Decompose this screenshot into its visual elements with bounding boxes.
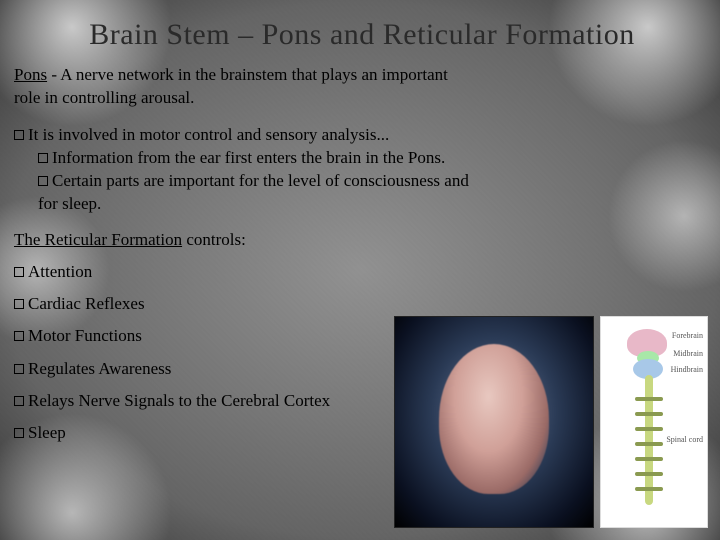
bullet-icon [14,331,24,341]
bullet-icon [14,428,24,438]
spinal-segment [635,397,663,401]
bullet-icon [14,364,24,374]
list-text: Attention [28,262,92,281]
bullet-icon [14,130,24,140]
slide-title: Brain Stem – Pons and Reticular Formatio… [14,18,710,52]
pons-definition: Pons - A nerve network in the brainstem … [14,64,474,110]
hindbrain-label: Hindbrain [671,365,703,374]
pons-def-text: - A nerve network in the brainstem that … [14,65,448,107]
bullet-icon [14,267,24,277]
spinal-segment [635,472,663,476]
list-text: Cardiac Reflexes [28,294,145,313]
sub2a-text: Information from the ear first enters th… [52,148,445,167]
pons-term: Pons [14,65,47,84]
rf-rest: controls: [182,230,246,249]
list-text: Motor Functions [28,326,142,345]
sub-point-2b: Certain parts are important for the leve… [14,170,474,216]
bullet-icon [38,153,48,163]
bullet-icon [14,396,24,406]
rf-term: The Reticular Formation [14,230,182,249]
embryo-image [394,316,594,528]
list-text: Sleep [28,423,66,442]
spinal-cord-shape [645,375,653,505]
spinal-segment [635,427,663,431]
bullet-icon [38,176,48,186]
brain-diagram: Forebrain Midbrain Hindbrain Spinal cord [600,316,708,528]
spinal-segment [635,412,663,416]
list-item: Attention [14,256,710,288]
image-row: Forebrain Midbrain Hindbrain Spinal cord [394,316,708,528]
sub1-text: It is involved in motor control and sens… [28,125,389,144]
forebrain-label: Forebrain [672,331,703,340]
midbrain-label: Midbrain [673,349,703,358]
spinal-segment [635,457,663,461]
spinal-segment [635,442,663,446]
list-text: Regulates Awareness [28,359,171,378]
bullet-icon [14,299,24,309]
list-text: Relays Nerve Signals to the Cerebral Cor… [28,391,330,410]
slide: Brain Stem – Pons and Reticular Formatio… [0,0,720,540]
sub-point-2a: Information from the ear first enters th… [14,147,474,170]
sub-point-1: It is involved in motor control and sens… [14,124,484,147]
spinal-segment [635,487,663,491]
rf-heading: The Reticular Formation controls: [14,230,710,250]
spinal-label: Spinal cord [666,435,703,444]
sub2b-text: Certain parts are important for the leve… [38,171,469,213]
